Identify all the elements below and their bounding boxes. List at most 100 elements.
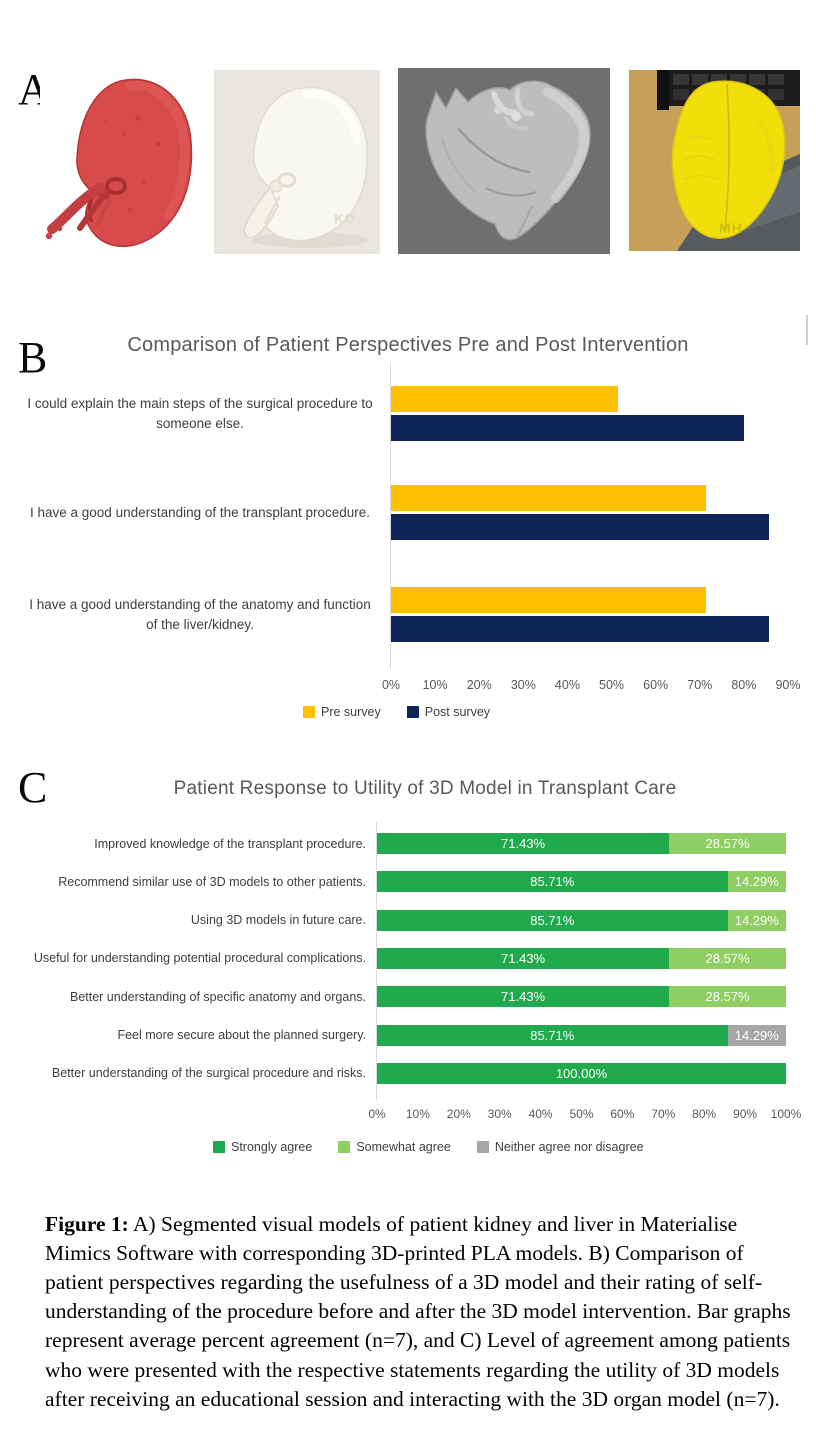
chart-c-tick: 0% (368, 1107, 386, 1121)
segment-data-label: 28.57% (705, 989, 750, 1005)
segment-somewhat-agree: 28.57% (669, 986, 786, 1008)
figure-caption: Figure 1: A) Segmented visual models of … (45, 1210, 793, 1415)
chart-c-title: Patient Response to Utility of 3D Model … (173, 778, 677, 799)
figure-caption-prefix: Figure 1: (45, 1211, 129, 1236)
chart-b-tick: 80% (731, 678, 757, 692)
segment-neither-agree-nor-disagree: 14.29% (727, 1024, 786, 1046)
segment-strongly-agree: 71.43% (377, 986, 670, 1008)
segment-strongly-agree: 71.43% (377, 947, 670, 969)
chart-b-tick: 0% (381, 678, 401, 692)
segment-somewhat-agree: 28.57% (669, 947, 786, 969)
pre-survey-swatch (303, 706, 315, 718)
chart-c-category-label: Useful for understanding potential proce… (33, 951, 366, 966)
chart-c-category-label: Recommend similar use of 3D models to ot… (58, 874, 366, 889)
chart-c-category-label: Better understanding of specific anatomy… (69, 989, 366, 1004)
segment-data-label: 14.29% (734, 1027, 779, 1043)
kidney-embossed-text: KO (334, 211, 356, 226)
legend-item-somewhat-agree: Somewhat agree (338, 1140, 451, 1154)
panel-c-label: C (18, 763, 48, 812)
bar-post-survey (391, 415, 744, 441)
chart-b-tick: 10% (422, 678, 448, 692)
panel-b-label: B (18, 333, 48, 382)
chart-c-tick: 90% (733, 1107, 758, 1121)
chart-b-category-labels: I could explain the main steps of the su… (25, 363, 375, 668)
bar-pre-survey (391, 485, 707, 511)
post-survey-swatch (406, 706, 419, 718)
liver-embossed-text: MH (719, 220, 743, 236)
chart-c-tick: 40% (528, 1107, 553, 1121)
chart-c-category-label: Feel more secure about the planned surge… (117, 1028, 366, 1042)
chart-b-plot-area (391, 363, 788, 668)
segment-strongly-agree: 85.71% (377, 909, 728, 931)
chart-c-bar-row: 71.43% 28.57% (377, 986, 786, 1008)
chart-c-category-label: Using 3D models in future care. (190, 913, 366, 928)
segment-strongly-agree: 71.43% (377, 833, 670, 854)
chart-b-tick: 30% (510, 678, 536, 692)
chart-b-bar-group (391, 485, 788, 541)
printed-liver-model-image: MH (629, 70, 800, 251)
chart-c-bar-row: 85.71% 14.29% (377, 871, 786, 893)
segment-data-label: 85.71% (530, 912, 575, 928)
chart-b-category-label: I have a good understanding of the trans… (30, 504, 370, 520)
chart-c-bar-row: 85.71% 14.29% (377, 1024, 786, 1046)
segment-strongly-agree: 100.00% (377, 1062, 786, 1084)
segment-somewhat-agree: 14.29% (727, 871, 786, 893)
chart-c-bar-row: 71.43% 28.57% (377, 947, 786, 969)
post-survey-label: Post survey (424, 705, 491, 719)
strongly-agree-label: Strongly agree (231, 1140, 313, 1154)
neither-agree-label: Neither agree nor disagree (494, 1140, 644, 1154)
bar-post-survey (391, 514, 770, 540)
chart-c-tick: 30% (487, 1107, 512, 1121)
segment-data-label: 28.57% (705, 836, 750, 851)
liver-print-art: MH (657, 70, 800, 251)
chart-c-bar-row: 100.00% (377, 1062, 786, 1084)
chart-b-legend: Pre survey Post survey (303, 705, 516, 719)
segment-data-label: 71.43% (501, 989, 546, 1005)
figure-caption-body: A) Segmented visual models of patient ki… (45, 1211, 791, 1411)
page-edge-artifact (806, 315, 808, 345)
chart-c-tick: 20% (446, 1107, 471, 1121)
chart-c-plot-area: 71.43% 28.57% 85.71% 14.29% 85.71% 14.29% 71.4… (377, 822, 786, 1100)
bar-pre-survey (391, 587, 707, 613)
segment-data-label: 100.00% (555, 1065, 608, 1081)
segment-data-label: 85.71% (530, 874, 575, 890)
somewhat-agree-label: Somewhat agree (356, 1140, 451, 1154)
chart-c-category-label: Improved knowledge of the transplant pro… (94, 836, 366, 851)
kidney-print-art: KO (243, 86, 368, 248)
legend-item-strongly-agree: Strongly agree (213, 1140, 312, 1154)
chart-c-tick: 60% (610, 1107, 635, 1121)
chart-b-category-label: I could explain the main steps of the su… (27, 395, 373, 431)
segment-data-label: 85.71% (530, 1027, 575, 1043)
chart-b-x-axis-ticks: 0% 10% 20% 30% 40% 50% 60% 70% 80% 90% (382, 678, 801, 694)
chart-b-tick: 40% (554, 678, 580, 692)
segment-data-label: 28.57% (705, 950, 750, 966)
chart-c-bar-row: 85.71% 14.29% (377, 909, 786, 931)
chart-c-tick: 80% (692, 1107, 717, 1121)
chart-b-bar-group (391, 587, 788, 643)
segment-data-label: 14.29% (734, 912, 779, 928)
chart-b-tick: 60% (643, 678, 669, 692)
segment-data-label: 71.43% (501, 836, 546, 851)
printed-kidney-model-image: KO (214, 70, 380, 254)
segment-somewhat-agree: 28.57% (669, 833, 786, 854)
chart-c-bar-row: 71.43% 28.57% (377, 833, 786, 854)
chart-b-tick: 90% (775, 678, 801, 692)
chart-c-y-axis-line (376, 822, 377, 1100)
chart-c-tick: 10% (405, 1107, 430, 1121)
pre-survey-label: Pre survey (321, 705, 381, 719)
legend-item-post-survey: Post survey (406, 705, 491, 719)
kidney-render-art (45, 78, 193, 247)
legend-item-neither-agree-nor-disagree: Neither agree nor disagree (476, 1140, 644, 1154)
chart-b-title: Comparison of Patient Perspectives Pre a… (127, 334, 689, 356)
liver-render-art (425, 80, 591, 241)
segment-data-label: 71.43% (501, 950, 546, 966)
chart-c-category-labels: Improved knowledge of the transplant pro… (18, 822, 366, 1100)
chart-b-tick: 50% (599, 678, 625, 692)
neither-agree-swatch (476, 1141, 489, 1153)
chart-b-y-axis-line (390, 363, 391, 668)
chart-b-bar-group (391, 386, 788, 442)
segmented-liver-render-image (398, 68, 610, 254)
segment-somewhat-agree: 14.29% (727, 909, 786, 931)
chart-c-tick: 50% (569, 1107, 594, 1121)
chart-b-tick: 20% (466, 678, 492, 692)
